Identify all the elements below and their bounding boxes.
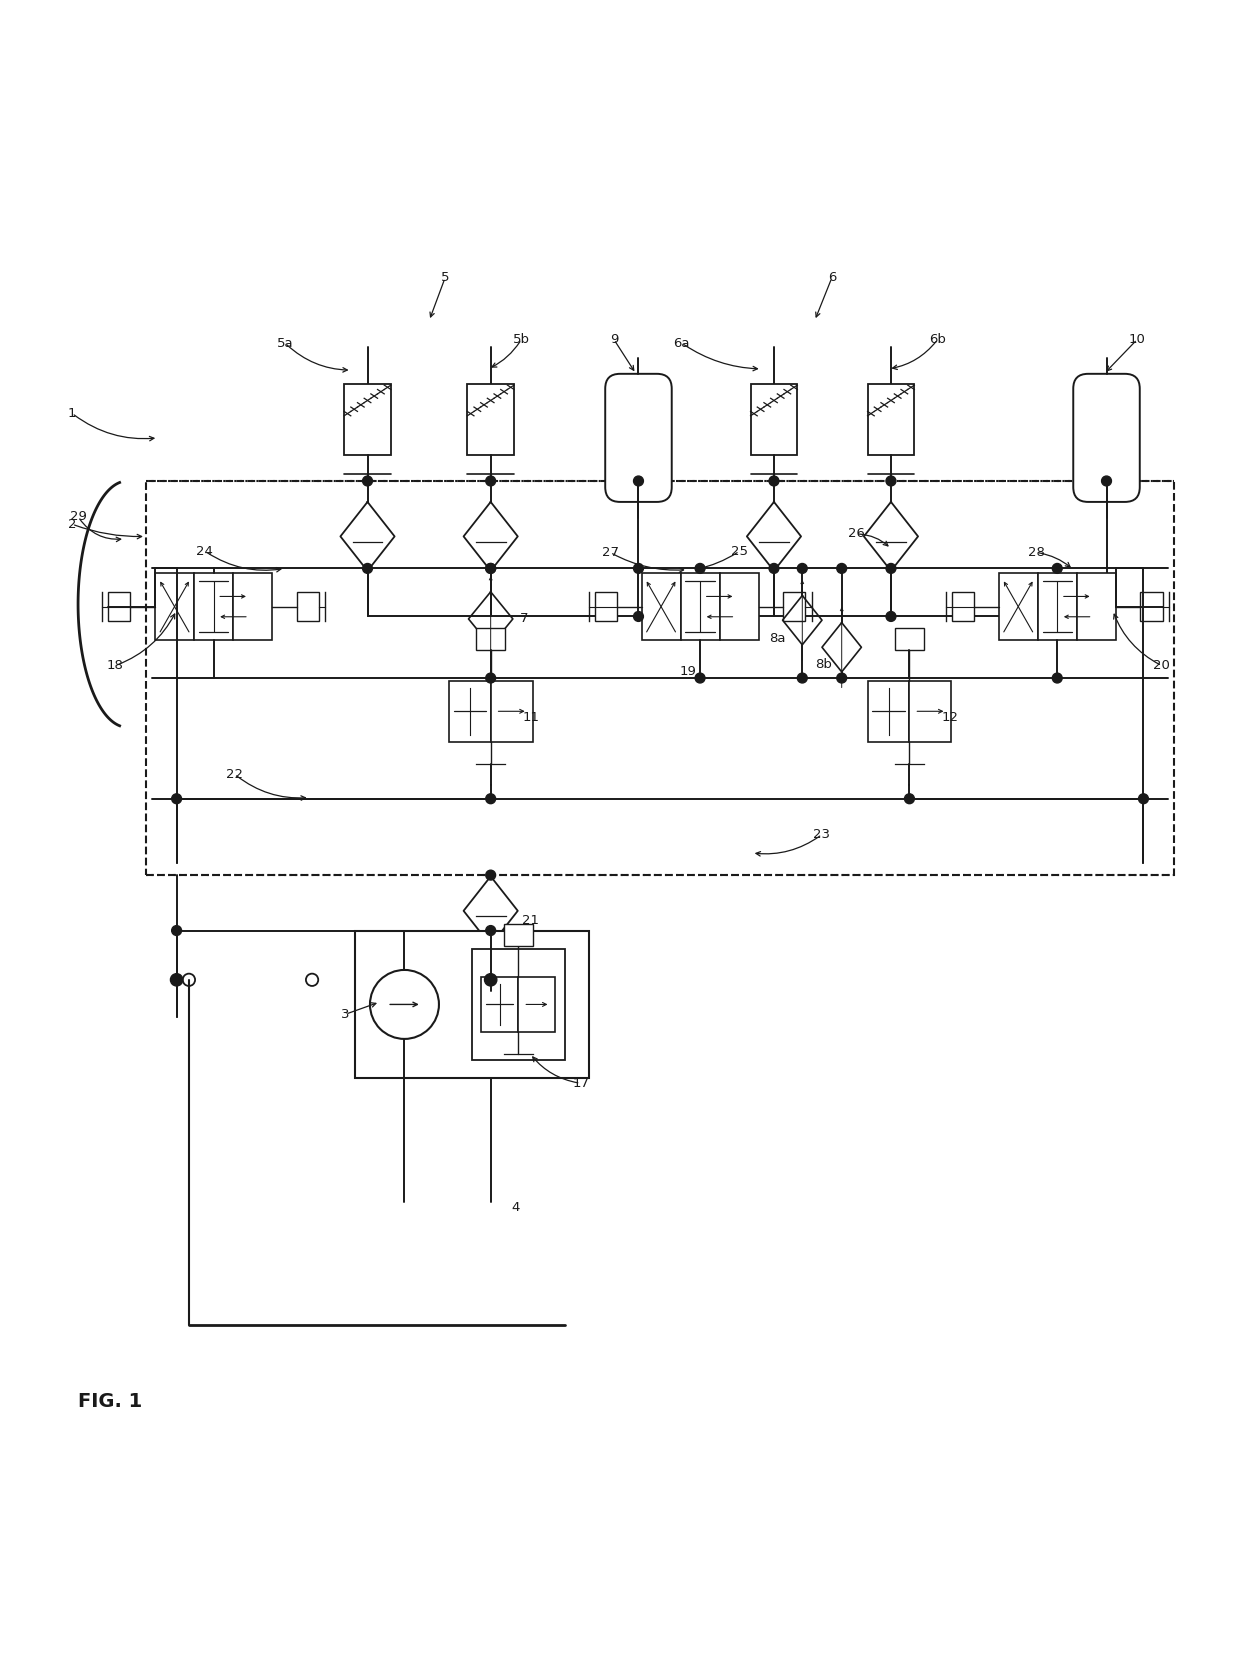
- Circle shape: [362, 564, 372, 574]
- Bar: [952, 592, 975, 621]
- Text: 3: 3: [341, 1008, 350, 1020]
- Circle shape: [486, 870, 496, 880]
- Bar: [193, 572, 233, 641]
- Bar: [233, 572, 272, 641]
- Bar: [481, 977, 518, 1032]
- Bar: [355, 930, 589, 1078]
- Bar: [503, 924, 533, 945]
- Circle shape: [797, 564, 807, 574]
- Text: 8b: 8b: [815, 657, 832, 671]
- Text: 10: 10: [1128, 333, 1146, 346]
- Circle shape: [769, 476, 779, 486]
- Text: 19: 19: [680, 666, 696, 679]
- Circle shape: [904, 794, 914, 804]
- Text: 6a: 6a: [673, 336, 689, 349]
- Bar: [518, 977, 556, 1032]
- Circle shape: [486, 674, 496, 682]
- Bar: [750, 384, 797, 456]
- Bar: [296, 592, 319, 621]
- Bar: [595, 592, 618, 621]
- Text: 25: 25: [730, 544, 748, 557]
- Circle shape: [486, 564, 496, 574]
- Circle shape: [1053, 674, 1063, 682]
- Text: FIG. 1: FIG. 1: [78, 1391, 143, 1411]
- Circle shape: [1053, 564, 1063, 574]
- Circle shape: [837, 674, 847, 682]
- Circle shape: [486, 794, 496, 804]
- FancyBboxPatch shape: [605, 374, 672, 503]
- Text: 27: 27: [601, 546, 619, 559]
- Text: 24: 24: [196, 544, 213, 557]
- Bar: [868, 681, 909, 742]
- Text: 21: 21: [522, 914, 538, 927]
- Text: 2: 2: [68, 518, 76, 531]
- Bar: [1141, 592, 1163, 621]
- Text: 4: 4: [511, 1201, 520, 1215]
- Circle shape: [1138, 794, 1148, 804]
- Circle shape: [171, 925, 181, 935]
- Bar: [784, 592, 805, 621]
- Text: 8a: 8a: [769, 632, 786, 646]
- Circle shape: [486, 925, 496, 935]
- Circle shape: [887, 564, 895, 574]
- Circle shape: [797, 674, 807, 682]
- Text: 11: 11: [523, 711, 539, 724]
- Bar: [1038, 572, 1076, 641]
- Circle shape: [362, 476, 372, 486]
- Bar: [472, 948, 564, 1060]
- Circle shape: [1101, 476, 1111, 486]
- Text: 6b: 6b: [929, 333, 946, 346]
- Text: 1: 1: [68, 406, 76, 419]
- Circle shape: [634, 612, 644, 621]
- Text: 23: 23: [813, 829, 831, 840]
- Circle shape: [769, 564, 779, 574]
- Bar: [467, 384, 515, 456]
- Text: 18: 18: [107, 659, 124, 672]
- Text: 5: 5: [441, 271, 449, 285]
- Circle shape: [887, 612, 895, 621]
- Text: 29: 29: [69, 511, 87, 522]
- Bar: [345, 384, 391, 456]
- Bar: [1076, 572, 1116, 641]
- Bar: [449, 681, 491, 742]
- Circle shape: [170, 973, 182, 987]
- Text: 7: 7: [520, 612, 528, 626]
- Bar: [998, 572, 1038, 641]
- Bar: [868, 384, 914, 456]
- Text: 22: 22: [226, 767, 243, 780]
- Circle shape: [887, 476, 895, 486]
- Bar: [476, 627, 506, 649]
- Bar: [681, 572, 719, 641]
- Text: 17: 17: [572, 1077, 589, 1090]
- Bar: [719, 572, 759, 641]
- FancyBboxPatch shape: [1074, 374, 1140, 503]
- Bar: [895, 627, 924, 649]
- Bar: [146, 481, 1174, 875]
- Text: 26: 26: [848, 527, 866, 541]
- Bar: [108, 592, 130, 621]
- Circle shape: [485, 973, 497, 987]
- Circle shape: [696, 674, 706, 682]
- Text: 20: 20: [1153, 659, 1171, 672]
- Circle shape: [837, 564, 847, 574]
- Bar: [909, 681, 951, 742]
- Circle shape: [634, 564, 644, 574]
- Circle shape: [634, 476, 644, 486]
- Text: 12: 12: [941, 711, 959, 724]
- Circle shape: [486, 564, 496, 574]
- Circle shape: [171, 794, 181, 804]
- Text: 9: 9: [610, 333, 618, 346]
- Bar: [641, 572, 681, 641]
- Text: 5b: 5b: [513, 333, 529, 346]
- Bar: [491, 681, 532, 742]
- Bar: [155, 572, 193, 641]
- Circle shape: [696, 564, 706, 574]
- Text: 28: 28: [1028, 546, 1045, 559]
- Text: 5a: 5a: [277, 336, 294, 349]
- Circle shape: [486, 476, 496, 486]
- Text: 6: 6: [827, 271, 836, 285]
